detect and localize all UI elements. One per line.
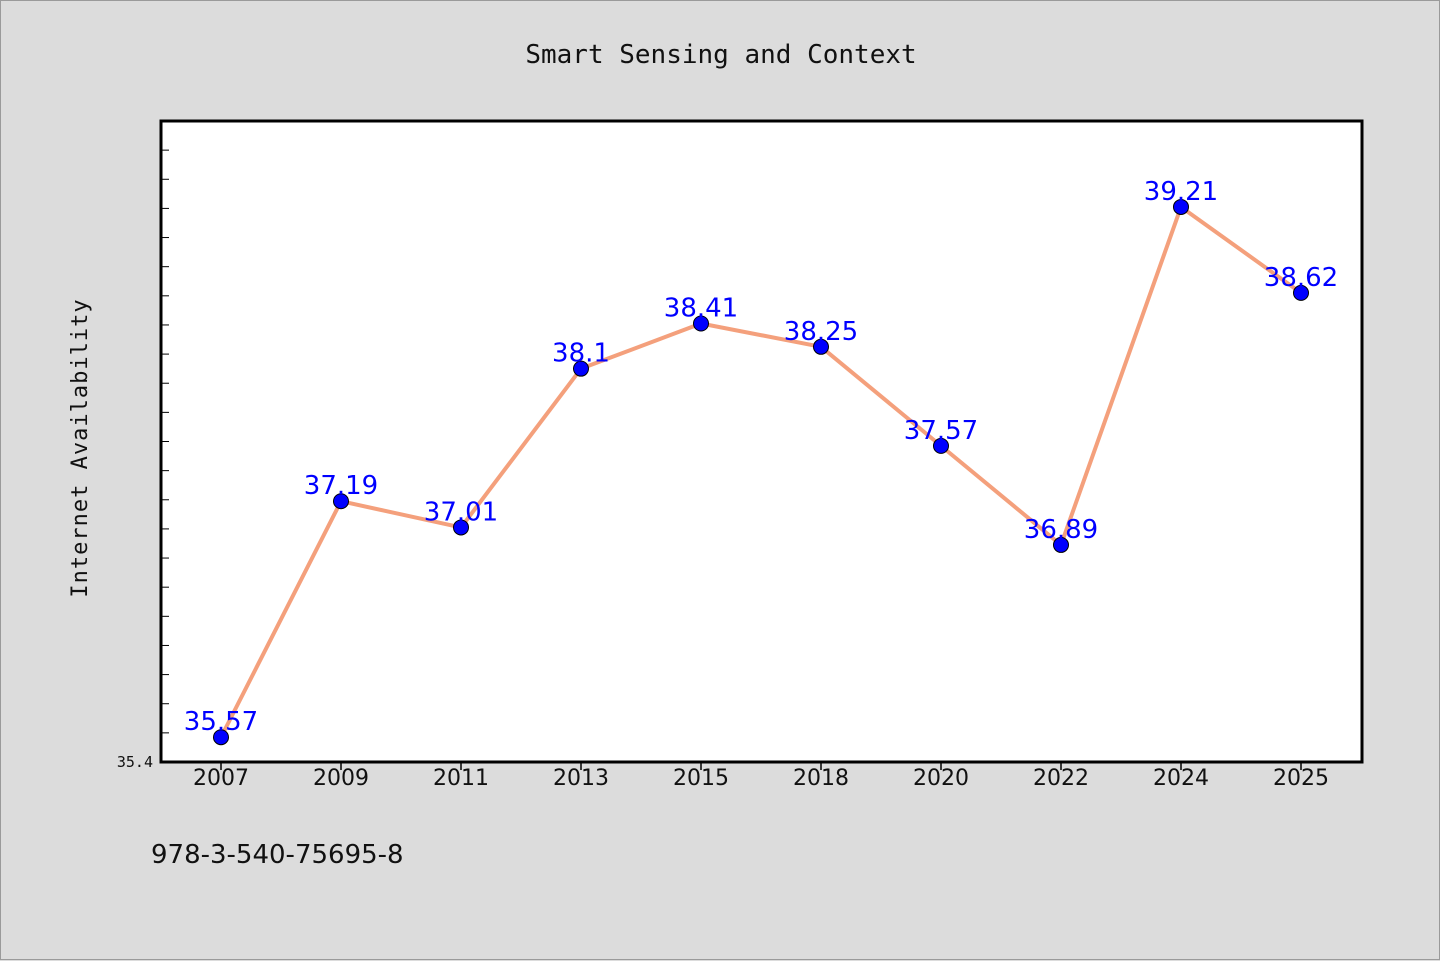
x-tick-label: 2020 xyxy=(913,766,969,791)
data-point xyxy=(1293,284,1309,301)
data-label: 37.19 xyxy=(304,471,378,501)
footer-text: 978-3-540-75695-8 xyxy=(151,840,404,870)
data-point xyxy=(1173,198,1189,215)
y-axis-label: Internet Availability xyxy=(68,298,93,597)
data-point xyxy=(693,315,709,332)
series-line xyxy=(219,204,1303,740)
data-point xyxy=(573,360,589,377)
data-point xyxy=(333,493,349,510)
x-tick-label: 2007 xyxy=(193,766,249,791)
data-label: 38.25 xyxy=(784,317,858,347)
plot-area xyxy=(161,121,1362,762)
data-label: 37.01 xyxy=(424,497,498,527)
x-tick-label: 2009 xyxy=(313,766,369,791)
data-label: 38.41 xyxy=(664,293,738,323)
data-label: 36.89 xyxy=(1024,515,1098,545)
x-tick-label: 2015 xyxy=(673,766,729,791)
data-point xyxy=(1053,536,1069,553)
series-group xyxy=(213,198,1309,746)
x-tick-label: 2024 xyxy=(1153,766,1209,791)
data-point xyxy=(933,437,949,454)
data-label: 37.57 xyxy=(904,416,978,446)
data-point xyxy=(813,338,829,355)
x-tick-label: 2022 xyxy=(1033,766,1089,791)
x-axis-ticks: 2007 2009 2011 2013 2015 2018 2020 2022 2024 2025 xyxy=(193,762,1329,791)
data-point xyxy=(213,729,229,746)
data-labels-group: 35.57 37.19 37.01 38.1 38.41 38.25 37.57 36.89 3… xyxy=(184,177,1338,737)
data-label: 39.21 xyxy=(1144,177,1218,207)
data-point xyxy=(453,519,469,536)
x-tick-label: 2013 xyxy=(553,766,609,791)
x-tick-label: 2018 xyxy=(793,766,849,791)
x-tick-label: 2011 xyxy=(433,766,489,791)
plot-border xyxy=(159,119,1364,764)
x-tick-label: 2025 xyxy=(1273,766,1329,791)
data-label: 38.62 xyxy=(1264,263,1338,293)
data-label: 35.57 xyxy=(184,707,258,737)
y-axis-min-label: 35.4 xyxy=(117,753,153,771)
chart-title: Smart Sensing and Context xyxy=(525,40,916,70)
data-label: 38.1 xyxy=(552,339,610,369)
